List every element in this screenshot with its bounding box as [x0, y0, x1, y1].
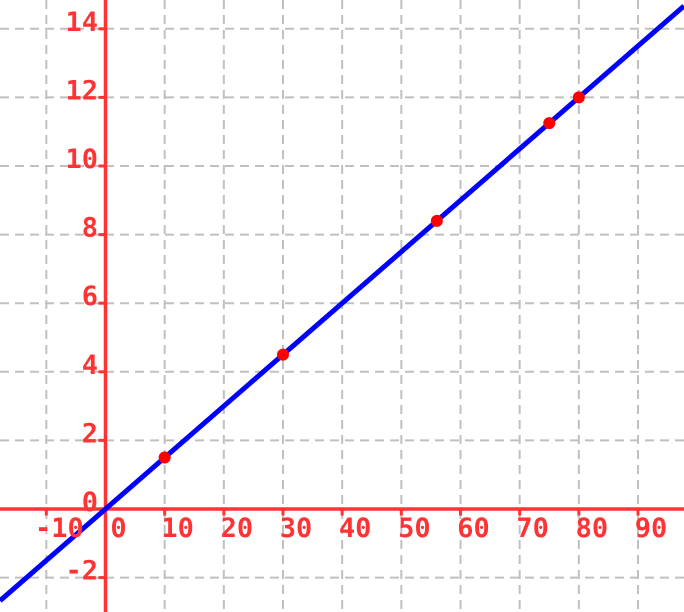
- plot-line: [0, 4, 684, 603]
- x-tick-label: 20: [221, 513, 254, 544]
- x-tick-label: 40: [339, 513, 372, 544]
- data-point: [572, 91, 585, 104]
- y-tick-label: -2: [65, 556, 98, 587]
- y-tick-label: 14: [65, 7, 98, 38]
- y-tick-label: 10: [65, 144, 98, 175]
- data-point: [430, 214, 443, 227]
- y-tick-label: 6: [82, 281, 98, 312]
- y-tick-label: 12: [65, 75, 98, 106]
- x-tick-label: 80: [576, 513, 609, 544]
- data-point: [543, 117, 556, 130]
- x-tick-label: 70: [516, 513, 549, 544]
- x-tick-label: 60: [457, 513, 490, 544]
- y-tick-label: 8: [82, 213, 98, 244]
- data-point: [277, 348, 290, 361]
- y-tick-label: 2: [82, 418, 98, 449]
- x-tick-label: 0: [110, 513, 126, 544]
- x-tick-label: -10: [35, 513, 84, 544]
- x-tick-label: 50: [398, 513, 431, 544]
- data-point: [158, 451, 171, 464]
- y-tick-label: 4: [82, 350, 98, 381]
- x-tick-label: 10: [161, 513, 194, 544]
- x-tick-label: 90: [635, 513, 668, 544]
- y-tick-label: 0: [82, 487, 98, 518]
- x-tick-label: 30: [280, 513, 313, 544]
